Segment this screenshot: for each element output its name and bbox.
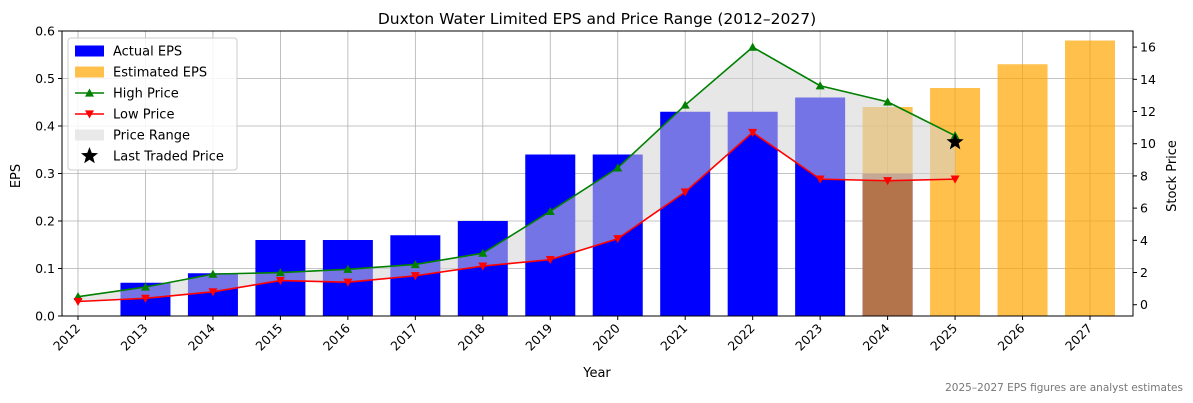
legend-label: Last Traded Price: [113, 150, 224, 165]
x-tick-label: 2013: [117, 321, 150, 354]
legend-marker: [85, 88, 94, 97]
legend-label: Low Price: [113, 108, 174, 123]
legend-swatch: [75, 45, 104, 57]
x-tick-label: 2019: [522, 320, 555, 353]
x-tick-label: 2012: [50, 321, 83, 354]
high-price-point: [815, 81, 825, 90]
y-tick-label: 0.0: [35, 309, 55, 324]
low-price-point: [410, 272, 420, 281]
x-tick-label: 2016: [320, 320, 353, 353]
x-tick-label: 2022: [725, 321, 758, 354]
high-price-point: [680, 100, 690, 109]
x-axis-title: Year: [582, 366, 611, 381]
chart-title: Duxton Water Limited EPS and Price Range…: [378, 10, 816, 28]
y2-tick-label: 2: [1140, 265, 1148, 280]
x-tick-label: 2025: [927, 321, 960, 354]
bar-estimated-eps: [1065, 40, 1115, 316]
low-price-point: [883, 177, 893, 186]
low-price-point: [545, 256, 555, 265]
x-tick-label: 2023: [792, 321, 825, 354]
high-price-point: [410, 259, 420, 269]
low-price-point: [140, 294, 150, 303]
last-traded-price-marker: [946, 133, 964, 150]
y2-tick-label: 8: [1140, 168, 1148, 183]
footnote: 2025–2027 EPS figures are analyst estima…: [945, 382, 1183, 394]
low-price-point: [680, 188, 690, 197]
bar-estimated-eps: [930, 88, 981, 316]
low-price-point: [208, 288, 218, 297]
high-price-point: [748, 42, 758, 51]
y2-tick-label: 14: [1140, 72, 1156, 87]
x-tick-label: 2024: [860, 320, 893, 353]
y-tick-label: 0.2: [35, 214, 55, 229]
legend-marker: [80, 147, 99, 164]
low-price-line: [77, 131, 956, 303]
x-tick-label: 2017: [387, 321, 420, 354]
y2-tick-label: 0: [1140, 297, 1148, 312]
x-tick-label: 2026: [995, 320, 1028, 353]
legend-box: [67, 37, 238, 171]
bar-estimated-eps: [997, 64, 1048, 316]
high-price-point: [478, 248, 488, 257]
low-price-point: [748, 128, 758, 137]
y-tick-label: 0.1: [35, 261, 55, 276]
legend-label: High Price: [113, 87, 179, 102]
y-tick-label: 0.4: [35, 119, 55, 134]
legend: Actual EPS Estimated EPS High Price Low Pri…: [67, 37, 238, 171]
x-tick-label: 2020: [590, 320, 623, 353]
y-tick-label: 0.6: [35, 24, 55, 39]
y2-tick-label: 16: [1140, 40, 1156, 55]
high-price-point: [545, 206, 555, 215]
legend-label: Estimated EPS: [113, 66, 207, 81]
x-tick-label: 2015: [252, 321, 285, 354]
low-price-point: [950, 175, 960, 184]
high-price-point: [140, 282, 150, 291]
y2-tick-label: 12: [1140, 104, 1156, 119]
x-tick-label: 2018: [455, 320, 488, 353]
price-range-area: [78, 47, 956, 302]
high-price-line: [77, 46, 956, 298]
low-price-point: [815, 175, 825, 184]
high-price-point: [343, 264, 353, 273]
high-price-point: [208, 269, 218, 278]
high-price-point: [883, 97, 893, 106]
legend-label: Price Range: [113, 129, 190, 144]
y-tick-label: 0.5: [35, 71, 55, 86]
x-tick-label: 2027: [1062, 321, 1095, 354]
y2-tick-label: 6: [1140, 201, 1148, 216]
y-axis-title: EPS: [9, 164, 24, 188]
y2-tick-label: 10: [1140, 136, 1156, 151]
legend-swatch: [75, 66, 104, 78]
legend-label: Actual EPS: [113, 45, 182, 60]
low-price-point: [73, 297, 83, 307]
y2-tick-label: 4: [1140, 233, 1148, 248]
low-price-point: [275, 276, 285, 286]
y-tick-label: 0.3: [35, 166, 55, 181]
high-price-point: [613, 163, 623, 172]
legend-marker: [85, 110, 94, 119]
x-tick-label: 2014: [185, 320, 218, 353]
price-range-fill: [78, 47, 956, 302]
low-price-point: [613, 235, 623, 244]
high-price-point: [275, 268, 285, 277]
low-price-point: [343, 278, 353, 287]
x-tick-label: 2021: [657, 321, 690, 354]
y2-axis-title: Stock Price: [1165, 140, 1180, 212]
price-lines: [73, 42, 964, 307]
legend-swatch: [75, 129, 104, 141]
low-price-point: [478, 262, 488, 271]
